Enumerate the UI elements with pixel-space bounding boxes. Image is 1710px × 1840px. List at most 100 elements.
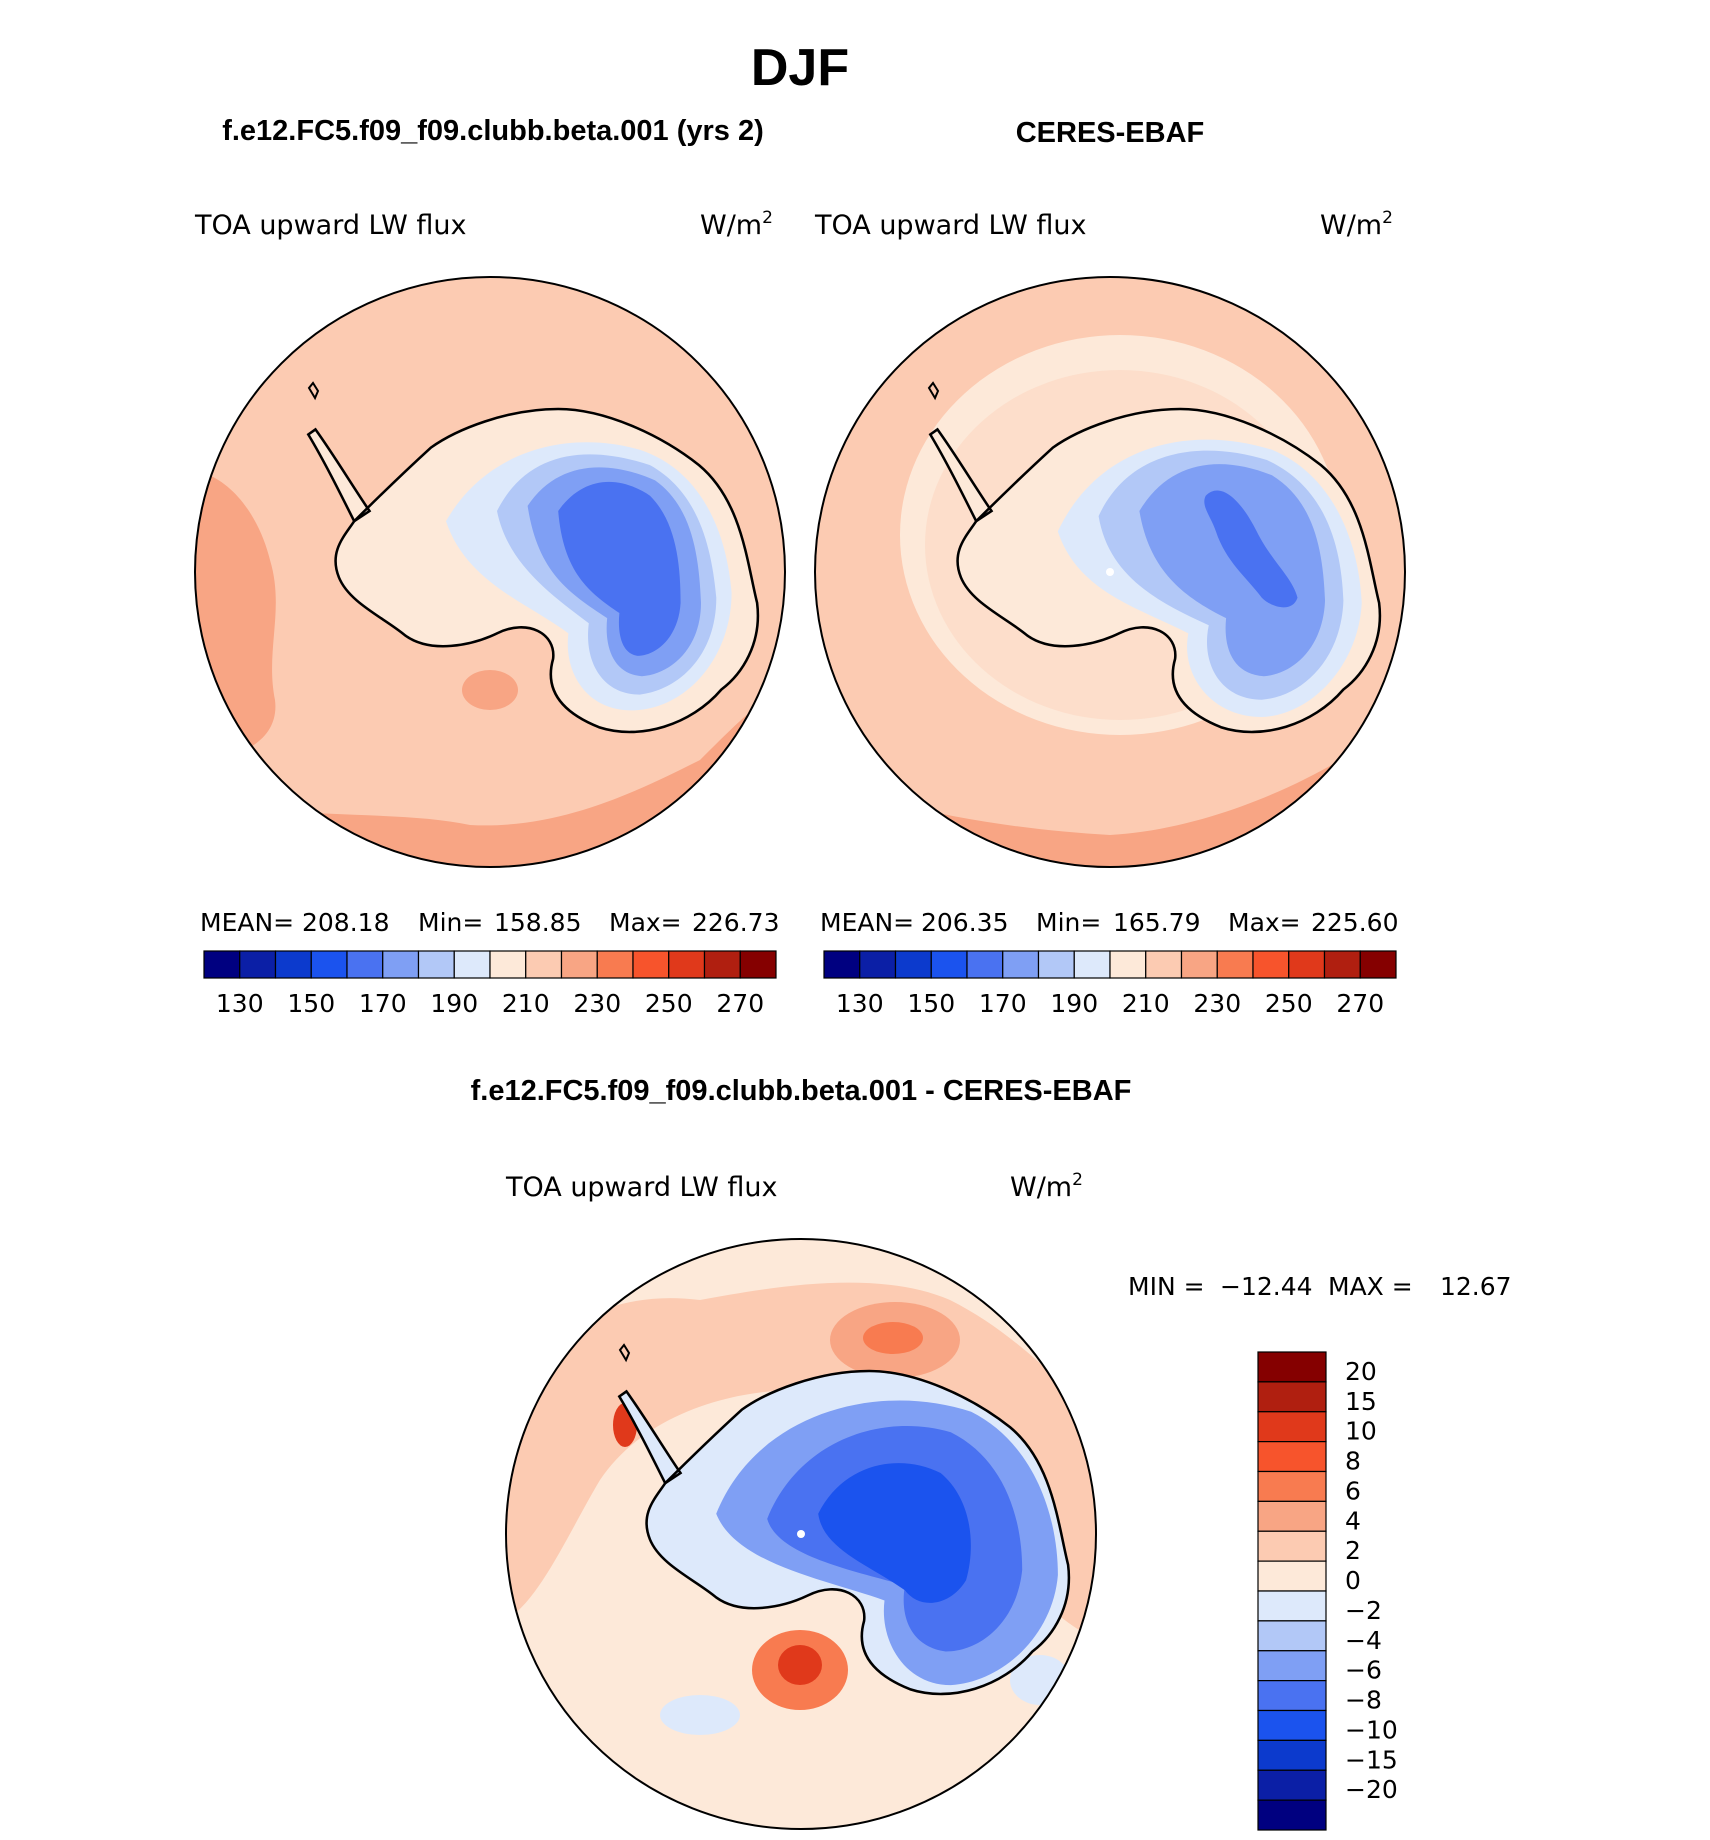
panel-1-colorbar-swatch-3	[310, 950, 348, 979]
panel-1-colorbar-swatch-15	[739, 950, 777, 979]
panel-2-south-america-tip	[927, 381, 940, 401]
panel-1-colorbar-tick-label: 170	[359, 989, 407, 1018]
panel-2-colorbar-swatch-7	[1073, 950, 1111, 979]
panel-1-colorbar-tick-label: 210	[502, 989, 550, 1018]
panel-2-case-title: CERES-EBAF	[1016, 117, 1205, 149]
panel-3-colorbar-tick-label: −8	[1345, 1686, 1382, 1715]
panel-1-case-title: f.e12.FC5.f09_f09.clubb.beta.001 (yrs 2)	[222, 115, 764, 147]
panel-3-map-boundary	[505, 1238, 1097, 1830]
panel-2-plateau-core	[1204, 490, 1298, 608]
panel-3-colorbar-swatch-6	[1257, 1530, 1327, 1562]
panel-3-colorbar-swatch-0	[1257, 1351, 1327, 1383]
panel-1-map	[194, 276, 786, 868]
panel-3-colorbar-swatch-2	[1257, 1411, 1327, 1443]
panel-2-mean-value: 206.35	[921, 908, 1008, 937]
panel-2-units-base: W/m	[1320, 210, 1382, 241]
panel-2-colorbar-swatch-15	[1359, 950, 1397, 979]
panel-3-colorbar-tick-label: 6	[1345, 1476, 1361, 1505]
panel-3-colorbar-tick-label: 20	[1345, 1357, 1377, 1386]
panel-2-colorbar-swatch-10	[1180, 950, 1218, 979]
panel-3-colorbar-swatch-4	[1257, 1470, 1327, 1502]
panel-2-colorbar: 130 150 170 190 210 230 250 270	[823, 950, 1397, 1018]
panel-3-colorbar-swatch-8	[1257, 1590, 1327, 1622]
panel-2-colorbar-swatch-1	[859, 950, 897, 979]
panel-2-pole-marker	[1106, 568, 1114, 576]
panel-3-colorbar-tick-label: 10	[1345, 1417, 1377, 1446]
panel-1-colorbar-swatch-11	[596, 950, 634, 979]
panel-2-colorbar-swatch-2	[894, 950, 932, 979]
panel-2-colorbar-tick-label: 150	[907, 989, 955, 1018]
panel-2-colorbar-tick-label: 210	[1122, 989, 1170, 1018]
panel-1-max-label: Max=	[609, 908, 682, 937]
panel-2-colorbar-tick-label: 170	[979, 989, 1027, 1018]
panel-1-colorbar-swatch-4	[346, 950, 384, 979]
panel-1-map-boundary	[194, 276, 786, 868]
panel-3-units: W/m2	[1010, 1170, 1083, 1203]
panel-2-max-value: 225.60	[1311, 908, 1398, 937]
panel-2-map-boundary	[814, 276, 1406, 868]
panel-3-pacific-anomaly-core	[863, 1322, 923, 1354]
panel-3-colorbar-tick-label: −6	[1345, 1656, 1382, 1685]
panel-2-colorbar-swatch-4	[966, 950, 1004, 979]
panel-1-colorbar-swatch-9	[525, 950, 563, 979]
panel-3-negative-patch-south	[660, 1695, 740, 1735]
panel-1-south-america-tip	[307, 381, 320, 401]
panel-1-stats: MEAN= 208.18 Min= 158.85 Max= 226.73	[200, 908, 779, 937]
panel-3-pole-marker	[797, 1530, 805, 1538]
panel-3-colorbar-swatch-7	[1257, 1560, 1327, 1592]
panel-2-colorbar-tick-label: 190	[1050, 989, 1098, 1018]
panel-2-colorbar-swatch-14	[1323, 950, 1361, 979]
panel-3-colorbar-tick-label: 15	[1345, 1387, 1377, 1416]
panel-2-colorbar-swatch-6	[1037, 950, 1075, 979]
panel-2-units-exp: 2	[1382, 208, 1393, 228]
panel-1-units-base: W/m	[700, 210, 762, 241]
panel-3-colorbar-swatch-13	[1257, 1739, 1327, 1771]
panel-2-colorbar-swatch-3	[930, 950, 968, 979]
panel-1-max-value: 226.73	[692, 908, 779, 937]
panel-2-min-value: 165.79	[1113, 908, 1200, 937]
panel-1-plateau-core	[558, 481, 681, 656]
panel-3-colorbar-tick-label: −10	[1345, 1715, 1398, 1744]
panel-1-colorbar-swatch-14	[703, 950, 741, 979]
panel-1-colorbar-swatch-10	[560, 950, 598, 979]
panel-3-stats: MIN = −12.44 MAX = 12.67	[1128, 1272, 1512, 1301]
panel-3-colorbar-swatch-11	[1257, 1680, 1327, 1712]
panel-1-mean-label: MEAN=	[200, 908, 294, 937]
panel-1-colorbar-swatch-12	[632, 950, 670, 979]
panel-1-colorbar: 130 150 170 190 210 230 250 270	[203, 950, 777, 1018]
panel-2-plateau-inner	[1139, 464, 1326, 677]
season-title: DJF	[751, 39, 849, 97]
panel-3-weddell-anomaly-core	[778, 1645, 822, 1685]
panel-2-mean-label: MEAN=	[820, 908, 914, 937]
panel-1-min-value: 158.85	[494, 908, 581, 937]
panel-3-units-exp: 2	[1072, 1170, 1083, 1190]
panel-3-colorbar-swatch-3	[1257, 1441, 1327, 1473]
panel-3-colorbar-tick-label: 2	[1345, 1536, 1361, 1565]
panel-2-colorbar-tick-label: 130	[836, 989, 884, 1018]
panel-3-colorbar-tick-label: 8	[1345, 1447, 1361, 1476]
panel-1-warm-sector-south	[195, 690, 785, 867]
panel-1-colorbar-swatch-1	[239, 950, 277, 979]
panel-3-colorbar-tick-label: 0	[1345, 1566, 1361, 1595]
panel-1-colorbar-swatch-6	[417, 950, 455, 979]
panel-2-colorbar-swatch-9	[1145, 950, 1183, 979]
panel-2-colorbar-tick-label: 250	[1265, 989, 1313, 1018]
panel-3-max-label: MAX =	[1328, 1272, 1413, 1301]
panel-1-units-exp: 2	[762, 208, 773, 228]
panel-3-colorbar-swatch-14	[1257, 1769, 1327, 1801]
panel-3-south-america-tip	[618, 1343, 631, 1363]
panel-3-colorbar-swatch-9	[1257, 1620, 1327, 1652]
panel-3-min-value: −12.44	[1220, 1272, 1313, 1301]
panel-1-colorbar-tick-label: 150	[287, 989, 335, 1018]
panel-2-map	[814, 276, 1406, 868]
panel-2-stats: MEAN= 206.35 Min= 165.79 Max= 225.60	[820, 908, 1398, 937]
panel-1-mean-value: 208.18	[302, 908, 389, 937]
panel-3-colorbar-swatch-1	[1257, 1381, 1327, 1413]
panel-3-case-title: f.e12.FC5.f09_f09.clubb.beta.001 - CERES…	[471, 1075, 1132, 1107]
panel-1-variable-label: TOA upward LW flux	[194, 210, 467, 241]
panel-2-variable-label: TOA upward LW flux	[814, 210, 1087, 241]
panel-3-colorbar-tick-label: −2	[1345, 1596, 1382, 1625]
panel-3-positive-ring	[506, 1282, 1096, 1640]
